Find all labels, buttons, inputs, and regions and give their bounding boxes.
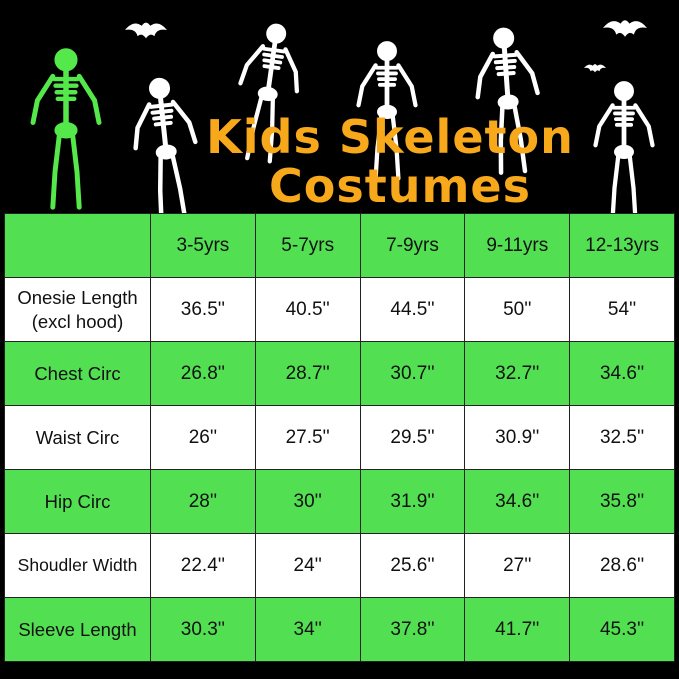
header-cell: 7-9yrs [359,213,466,278]
table-cell: 45.3'' [569,597,675,662]
table-cell: 36.5'' [150,277,256,342]
table-row: Sleeve Length 30.3'' 34'' 37.8'' 41.7'' … [4,597,675,662]
title-line-1: Kids Skeleton [206,110,574,164]
table-cell: 40.5'' [254,277,361,342]
glowing-skeleton-icon [33,49,99,207]
table-cell: 32.5'' [569,405,675,470]
table-cell: 29.5'' [359,405,466,470]
table-cell: 28.7'' [254,341,361,406]
dancing-skeleton-icon [596,82,653,213]
title-line-2: Costumes [269,159,531,213]
row-label: Sleeve Length [4,597,151,662]
table-cell: 32.7'' [464,341,571,406]
bat-icon [584,64,606,73]
header-cell: 5-7yrs [254,213,361,278]
table-row: Shoudler Width 22.4'' 24'' 25.6'' 27'' 2… [4,533,675,598]
table-cell: 28.6'' [569,533,675,598]
row-label: Hip Circ [4,469,151,534]
table-cell: 50'' [464,277,571,342]
table-cell: 37.8'' [359,597,466,662]
table-cell: 26.8'' [150,341,256,406]
table-cell: 34.6'' [464,469,571,534]
table-cell: 26'' [150,405,256,470]
bat-icon [125,22,167,39]
table-cell: 34'' [254,597,361,662]
table-cell: 27.5'' [254,405,361,470]
header-cell: 12-13yrs [569,213,675,278]
table-cell: 25.6'' [359,533,466,598]
table-cell: 22.4'' [150,533,256,598]
row-label: Shoudler Width [4,533,151,598]
table-cell: 41.7'' [464,597,571,662]
table-cell: 54'' [569,277,675,342]
table-cell: 30'' [254,469,361,534]
row-label: Waist Circ [4,405,151,470]
table-cell: 27'' [464,533,571,598]
table-cell: 30.3'' [150,597,256,662]
table-cell: 24'' [254,533,361,598]
header-row: 3-5yrs 5-7yrs 7-9yrs 9-11yrs 12-13yrs [4,213,675,278]
header-cell: 9-11yrs [464,213,571,278]
row-label: Chest Circ [4,341,151,406]
table-row: Waist Circ 26'' 27.5'' 29.5'' 30.9'' 32.… [4,405,675,470]
header-cell: 3-5yrs [150,213,256,278]
bat-icon [603,20,647,37]
size-table: 3-5yrs 5-7yrs 7-9yrs 9-11yrs 12-13yrs On… [4,213,675,662]
table-cell: 35.8'' [569,469,675,534]
table-cell: 44.5'' [359,277,466,342]
table-cell: 31.9'' [359,469,466,534]
table-row: Chest Circ 26.8'' 28.7'' 30.7'' 32.7'' 3… [4,341,675,406]
table-cell: 30.7'' [359,341,466,406]
table-cell: 30.9'' [464,405,571,470]
table-cell: 28'' [150,469,256,534]
table-cell: 34.6'' [569,341,675,406]
table-row: Hip Circ 28'' 30'' 31.9'' 34.6'' 35.8'' [4,469,675,534]
row-label: Onesie Length (excl hood) [4,277,151,342]
header-cell [4,213,151,278]
table-row: Onesie Length (excl hood) 36.5'' 40.5'' … [4,277,675,342]
